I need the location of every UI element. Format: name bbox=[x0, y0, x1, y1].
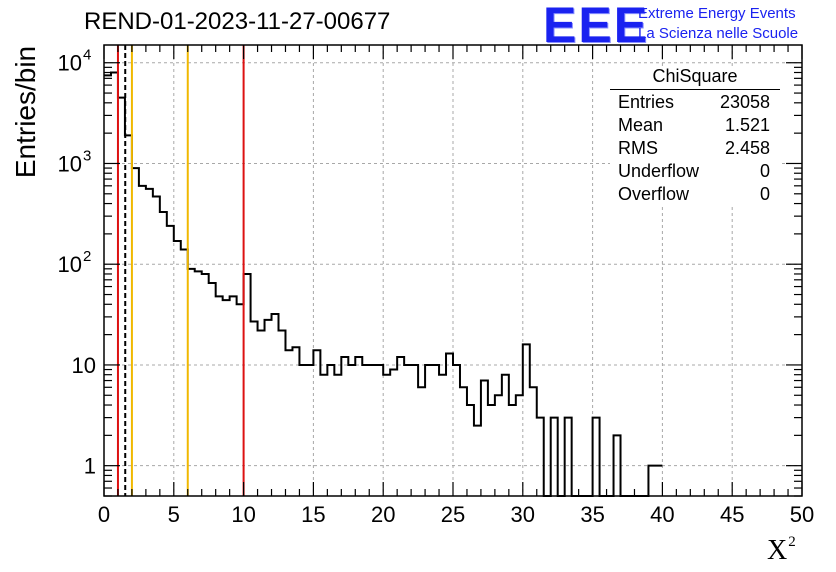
stats-box-title: ChiSquare bbox=[610, 66, 780, 90]
x-tick-label: 10 bbox=[231, 502, 255, 527]
x-tick-label: 45 bbox=[720, 502, 744, 527]
x-tick-label: 20 bbox=[371, 502, 395, 527]
stats-row-underflow: Underflow 0 bbox=[610, 161, 780, 184]
x-axis-label-base: X bbox=[767, 535, 788, 566]
logo-caption-line2: La Scienza nelle Scuole bbox=[638, 25, 799, 42]
x-axis-ticks: 0 5 10 15 20 25 30 35 40 45 50 bbox=[98, 45, 814, 527]
stats-value: 0 bbox=[759, 184, 770, 204]
stats-value: 0 bbox=[759, 161, 770, 181]
y-axis-label: Entries/bin bbox=[10, 45, 41, 179]
stats-row-overflow: Overflow 0 bbox=[610, 184, 780, 207]
y-tick-label: 10 bbox=[72, 353, 96, 378]
stats-label: Underflow bbox=[618, 161, 700, 181]
y-tick-label: 10 bbox=[58, 151, 82, 176]
y-tick-label: 1 bbox=[84, 454, 96, 479]
stats-value: 1.521 bbox=[724, 115, 770, 135]
stats-value: 2.458 bbox=[724, 138, 770, 158]
x-tick-label: 0 bbox=[98, 502, 110, 527]
stats-label: Overflow bbox=[618, 184, 690, 204]
x-axis-label: X2 bbox=[767, 534, 796, 567]
x-tick-label: 25 bbox=[441, 502, 465, 527]
y-tick-label: 10 bbox=[58, 252, 82, 277]
logo-caption-line1: Extreme Energy Events bbox=[638, 5, 796, 22]
y-tick-exponent: 2 bbox=[83, 248, 91, 265]
x-tick-label: 40 bbox=[650, 502, 674, 527]
histogram-outline bbox=[104, 71, 663, 497]
stats-label: Mean bbox=[618, 115, 664, 135]
y-tick-exponent: 4 bbox=[83, 47, 91, 64]
stats-row-entries: Entries 23058 bbox=[610, 92, 780, 115]
stats-row-mean: Mean 1.521 bbox=[610, 115, 780, 138]
x-axis-label-superscript: 2 bbox=[788, 534, 796, 550]
eee-logo: EEE bbox=[543, 0, 650, 53]
x-tick-label: 35 bbox=[580, 502, 604, 527]
stats-label: RMS bbox=[618, 138, 658, 158]
chart-title: REND-01-2023-11-27-00677 bbox=[84, 8, 391, 35]
stats-value: 23058 bbox=[719, 92, 770, 112]
stats-box: ChiSquare Entries 23058 Mean 1.521 RMS 2.458 U… bbox=[610, 66, 780, 207]
reference-lines bbox=[116, 45, 245, 496]
x-tick-label: 5 bbox=[168, 502, 180, 527]
x-tick-label: 15 bbox=[301, 502, 325, 527]
stats-rows: Entries 23058 Mean 1.521 RMS 2.458 Underflow 0 O… bbox=[610, 92, 780, 207]
logo-caption: Extreme Energy Events La Scienza nelle S… bbox=[638, 4, 798, 44]
y-tick-exponent: 3 bbox=[83, 147, 91, 164]
x-tick-label: 30 bbox=[511, 502, 535, 527]
histogram-series bbox=[104, 71, 663, 497]
x-tick-label: 50 bbox=[790, 502, 814, 527]
stats-row-rms: RMS 2.458 bbox=[610, 138, 780, 161]
y-tick-label: 10 bbox=[58, 51, 82, 76]
stats-label: Entries bbox=[618, 92, 675, 112]
